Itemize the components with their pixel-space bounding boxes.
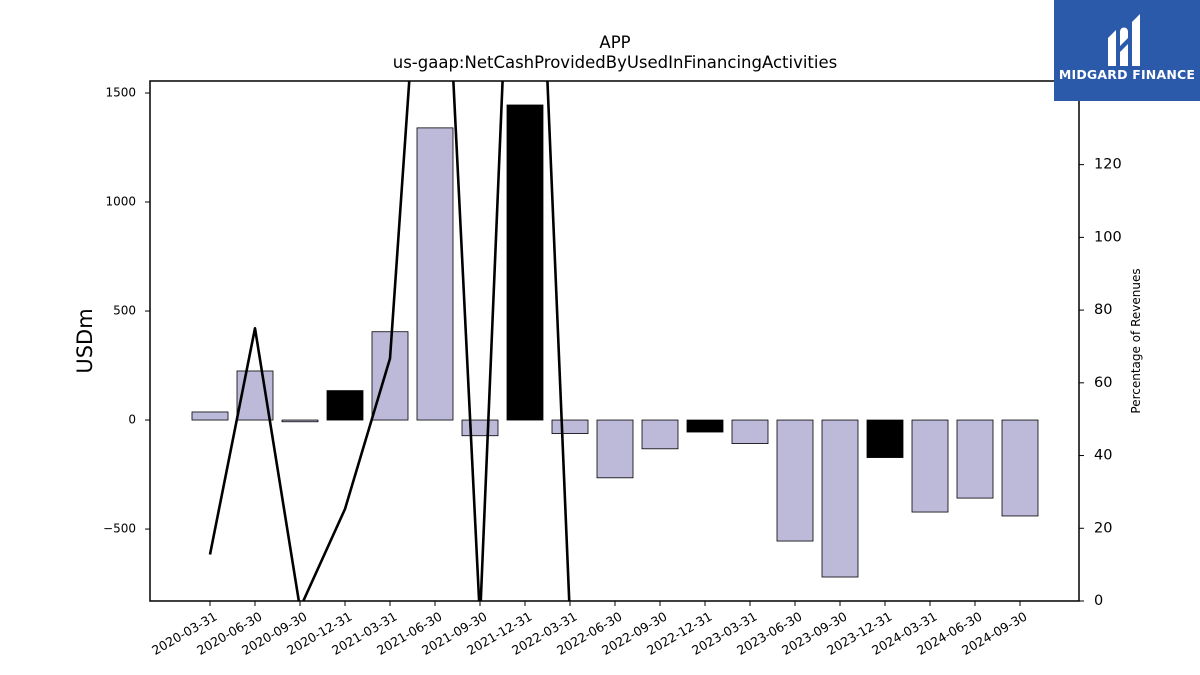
bar-2022-12-31 <box>686 419 724 433</box>
right-tick-label: 100 <box>1094 229 1122 245</box>
left-tick-label: 1000 <box>105 195 136 209</box>
left-axis: −500 0 500 1000 1500 <box>103 85 150 536</box>
plot-frame <box>149 80 1080 602</box>
bar-2021-06-30 <box>416 127 454 421</box>
right-tick-label: 80 <box>1094 302 1112 318</box>
right-tick-label: 60 <box>1094 375 1112 391</box>
right-tick-label: 120 <box>1094 157 1122 173</box>
right-tick-label: 0 <box>1094 593 1103 609</box>
bar-2022-03-31 <box>551 419 589 434</box>
bar-2023-09-30 <box>821 419 859 578</box>
bar-2024-03-31 <box>911 419 949 513</box>
left-tick-label: 500 <box>113 304 136 318</box>
brand-logo: MIDGARD FINANCE <box>1054 0 1200 101</box>
bar-2020-09-30 <box>281 419 319 423</box>
left-tick-label: −500 <box>103 522 136 536</box>
chart-title: APP <box>599 33 630 52</box>
x-axis: 2020-03-312020-06-302020-09-302020-12-31… <box>149 601 1030 658</box>
bar-2023-12-31 <box>866 419 904 458</box>
bar-2021-09-30 <box>461 419 499 437</box>
logo-mark-icon <box>1108 14 1140 66</box>
right-tick-label: 20 <box>1094 520 1112 536</box>
left-tick-label: 0 <box>128 413 136 427</box>
bar-2020-12-31 <box>326 390 364 421</box>
line-series <box>208 81 571 601</box>
y-axis-label-right: Percentage of Revenues <box>1129 268 1143 413</box>
logo-text: MIDGARD FINANCE <box>1058 67 1196 82</box>
bar-2024-06-30 <box>956 419 994 499</box>
bar-2022-06-30 <box>596 419 634 479</box>
left-tick-label: 1500 <box>105 85 136 99</box>
bar-2023-03-31 <box>731 419 769 444</box>
right-tick-label: 40 <box>1094 448 1112 464</box>
bar-2024-09-30 <box>1001 419 1039 517</box>
bar-2021-12-31 <box>506 104 544 421</box>
revenue-percentage-line <box>208 81 571 601</box>
bar-2023-06-30 <box>776 419 814 542</box>
bar-series <box>191 104 1039 578</box>
y-axis-label: USDm <box>73 308 97 373</box>
bar-2022-09-30 <box>641 419 679 450</box>
right-axis: 0 20 40 60 80 100 120 <box>1079 157 1122 609</box>
chart-subtitle: us-gaap:NetCashProvidedByUsedInFinancing… <box>393 53 837 72</box>
bar-2020-03-31 <box>191 411 229 421</box>
